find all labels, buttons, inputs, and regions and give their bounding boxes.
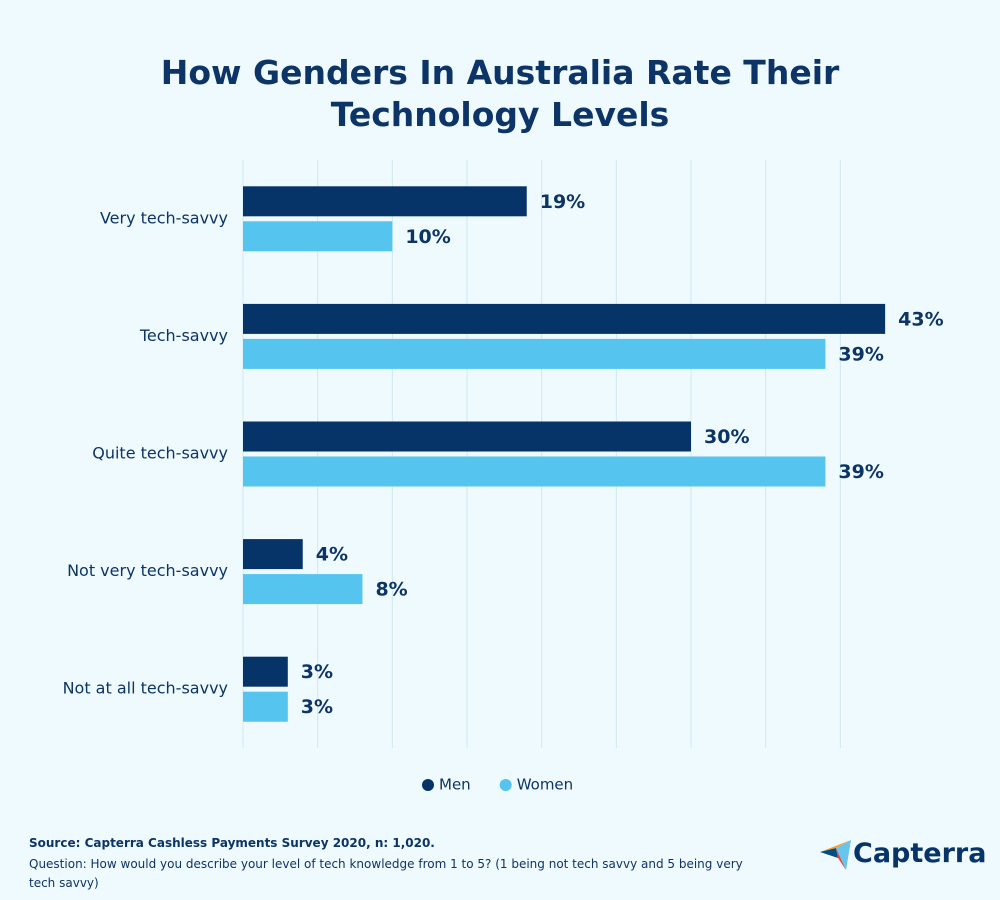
value-label: 3% (301, 661, 333, 683)
value-label: 4% (316, 544, 348, 566)
legend-label: Women (517, 776, 573, 794)
legend-label: Men (439, 776, 471, 794)
value-label: 8% (375, 579, 407, 601)
legend-marker (499, 779, 512, 791)
bar (243, 338, 826, 369)
bar (243, 539, 303, 570)
value-label: 39% (838, 461, 883, 483)
bar (243, 456, 826, 487)
value-label: 10% (405, 226, 450, 248)
value-label: 30% (704, 426, 749, 448)
y-tick-label: Very tech-savvy (100, 208, 228, 227)
y-tick-label: Not at all tech-savvy (63, 679, 228, 698)
logo-icon (820, 840, 851, 870)
logo: Capterra (853, 838, 987, 869)
chart-title: How Genders In Australia Rate Their Tech… (160, 53, 840, 134)
y-tick-label: Tech-savvy (139, 326, 228, 345)
bar (243, 186, 527, 217)
value-label: 43% (898, 308, 943, 330)
bar (243, 303, 886, 334)
source: Source: Capterra Cashless Payments Surve… (29, 836, 435, 850)
legend-marker (422, 779, 434, 791)
bar (243, 656, 288, 687)
value-label: 39% (838, 343, 883, 365)
note: Question: How would you describe your le… (29, 857, 743, 890)
bar (243, 574, 363, 605)
y-tick-label: Quite tech-savvy (92, 444, 228, 463)
bar (243, 421, 691, 452)
y-tick-label: Not very tech-savvy (67, 561, 228, 580)
bar (243, 691, 288, 722)
bar (243, 221, 393, 252)
value-label: 19% (540, 191, 585, 213)
value-label: 3% (301, 696, 333, 718)
